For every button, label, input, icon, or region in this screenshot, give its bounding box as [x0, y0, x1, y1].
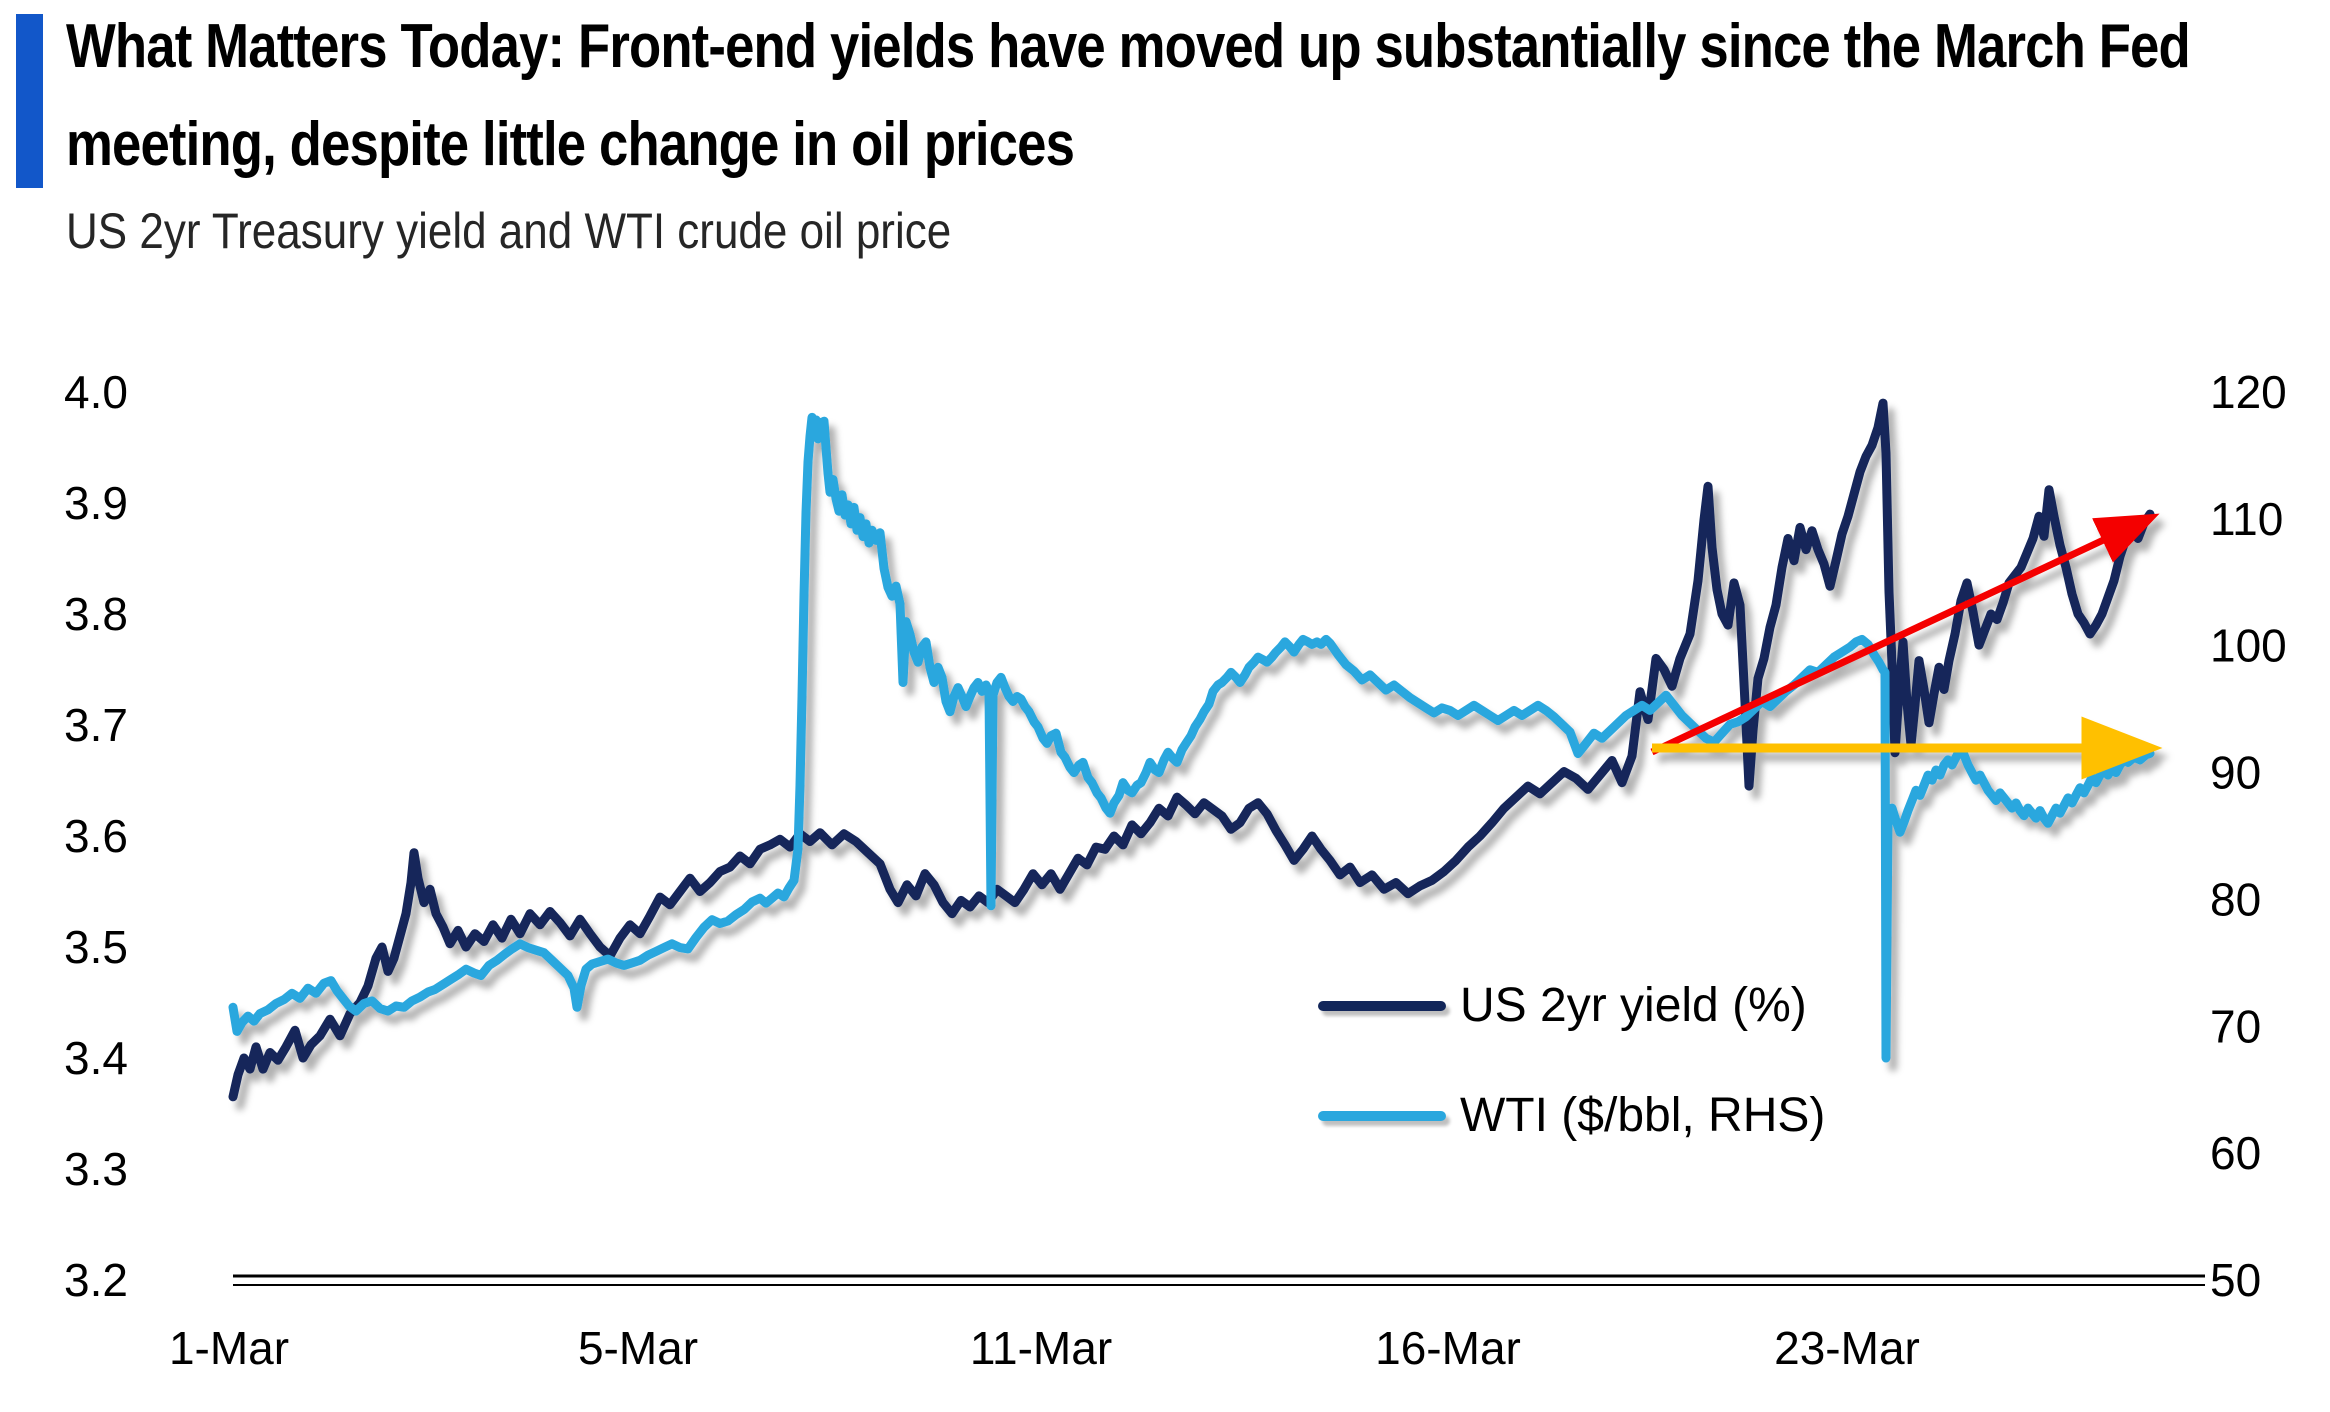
left-axis-tick: 3.8: [64, 588, 128, 640]
right-axis-tick: 60: [2210, 1127, 2261, 1179]
x-axis-tick: 1-Mar: [169, 1322, 289, 1374]
us-2yr-yield-line: [228, 398, 2155, 1102]
left-axis-tick: 3.6: [64, 810, 128, 862]
page-title-line2: meeting, despite little change in oil pr…: [66, 110, 1075, 179]
right-axis-tick: 80: [2210, 873, 2261, 925]
right-axis-tick: 120: [2210, 366, 2287, 418]
left-axis-tick: 3.5: [64, 921, 128, 973]
legend-row-wti: WTI ($/bbl, RHS): [1318, 1088, 1825, 1143]
accent-bar: [16, 14, 43, 188]
x-axis-tick: 16-Mar: [1375, 1322, 1521, 1374]
legend-label-wti: WTI ($/bbl, RHS): [1460, 1089, 1826, 1142]
x-axis-tick: 5-Mar: [578, 1322, 698, 1374]
left-axis-tick: 3.4: [64, 1032, 128, 1084]
us-2yr-yield-swatch-icon: [1318, 1000, 1446, 1011]
left-axis-tick: 3.9: [64, 477, 128, 529]
right-axis-tick: 70: [2210, 1000, 2261, 1052]
chart-subtitle: US 2yr Treasury yield and WTI crude oil …: [66, 203, 952, 259]
x-axis-tick: 11-Mar: [970, 1322, 1112, 1374]
header: What Matters Today: Front-end yields hav…: [66, 16, 2330, 260]
left-axis-tick: 4.0: [64, 366, 128, 418]
yield-trend-up-arrow-icon: [1650, 513, 2160, 756]
right-axis-tick: 110: [2210, 493, 2283, 545]
x-axis-tick: 23-Mar: [1774, 1322, 1920, 1374]
left-axis-tick: 3.3: [64, 1143, 128, 1195]
legend-label-us-2yr-yield: US 2yr yield (%): [1460, 979, 1807, 1032]
left-axis-tick: 3.7: [64, 699, 128, 751]
right-axis-tick: 100: [2210, 620, 2287, 672]
wti-line: [228, 412, 2155, 1063]
legend-row-us-2yr-yield: US 2yr yield (%): [1318, 978, 1807, 1033]
wti-swatch-icon: [1318, 1110, 1446, 1121]
right-axis-tick: 50: [2210, 1254, 2261, 1306]
right-axis-tick: 90: [2210, 747, 2261, 799]
left-axis-tick: 3.2: [64, 1254, 128, 1306]
page-title-line1: What Matters Today: Front-end yields hav…: [66, 12, 2191, 81]
